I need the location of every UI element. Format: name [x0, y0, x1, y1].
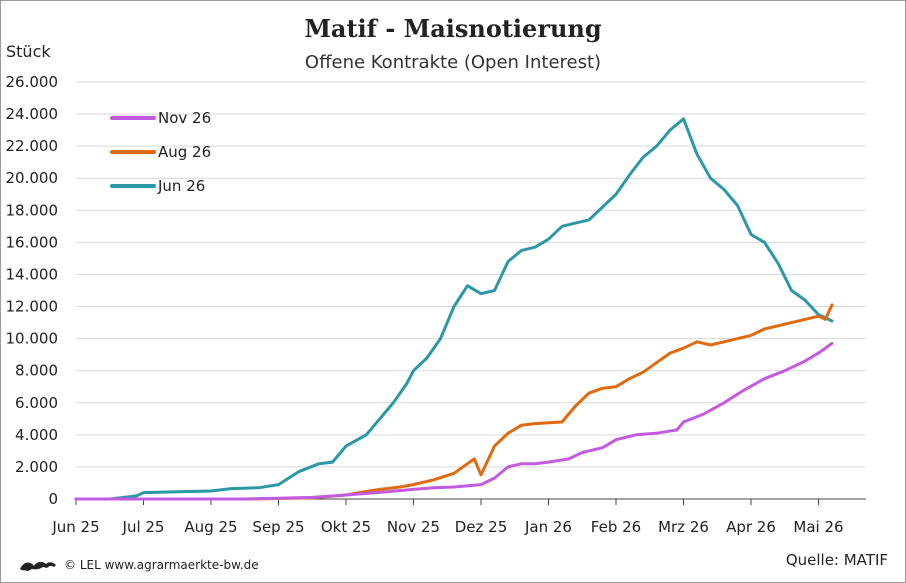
series-lines	[74, 117, 834, 501]
y-tick-label: 16.000	[6, 233, 59, 251]
y-tick-labels: 0 2.000 4.000 6.000 8.000 10.000 12.000 14.000 1…	[6, 73, 59, 508]
x-tick-label: Mrz 26	[658, 518, 709, 536]
y-tick-label: 18.000	[6, 201, 59, 219]
x-tick-label: Dez 25	[455, 518, 508, 536]
y-tick-label: 8.000	[15, 362, 58, 380]
y-tick-label: 10.000	[6, 330, 59, 348]
x-tick-label: Mai 26	[793, 518, 843, 536]
x-tick-label: Apr 26	[726, 518, 776, 536]
x-tick-label: Okt 25	[321, 518, 371, 536]
legend-label: Aug 26	[158, 143, 211, 161]
x-tick-label: Nov 25	[387, 518, 440, 536]
lion-crest-icon	[20, 561, 56, 571]
x-tick-label: Aug 25	[184, 518, 237, 536]
y-tick-label: 2.000	[15, 458, 58, 476]
series-line-nov-26	[74, 341, 834, 501]
y-tick-label: 0	[48, 490, 58, 508]
y-tick-label: 20.000	[6, 169, 59, 187]
grid-lines	[76, 81, 866, 468]
y-axis-label: Stück	[6, 42, 51, 61]
x-tick-label: Jul 25	[122, 518, 165, 536]
legend-label: Nov 26	[158, 109, 211, 127]
y-tick-label: 12.000	[6, 298, 59, 316]
series-line-aug-26	[243, 303, 834, 501]
x-tick-label: Jun 25	[51, 518, 99, 536]
footer-source: Quelle: MATIF	[785, 551, 888, 569]
x-tick-label: Sep 25	[252, 518, 304, 536]
x-axis: Jun 25 Jul 25 Aug 25 Sep 25 Okt 25 Nov 25 Dez …	[51, 498, 866, 536]
x-tick-label: Feb 26	[591, 518, 641, 536]
y-tick-label: 22.000	[6, 137, 59, 155]
chart-subtitle: Offene Kontrakte (Open Interest)	[304, 52, 602, 73]
legend: Nov 26 Aug 26 Jun 26	[110, 109, 211, 195]
legend-label: Jun 26	[157, 177, 205, 195]
footer-credit: © LEL www.agrarmaerkte-bw.de	[18, 557, 259, 573]
chart-title: Matif - Maisnotierung	[304, 14, 602, 43]
x-tick-label: Jan 26	[524, 518, 572, 536]
y-tick-label: 24.000	[6, 105, 59, 123]
y-tick-label: 6.000	[15, 394, 58, 412]
y-tick-label: 4.000	[15, 426, 58, 444]
footer-credit-text: © LEL www.agrarmaerkte-bw.de	[64, 558, 259, 572]
y-tick-label: 26.000	[6, 73, 59, 91]
series-line-jun-26	[74, 117, 834, 501]
y-tick-label: 14.000	[6, 265, 59, 283]
